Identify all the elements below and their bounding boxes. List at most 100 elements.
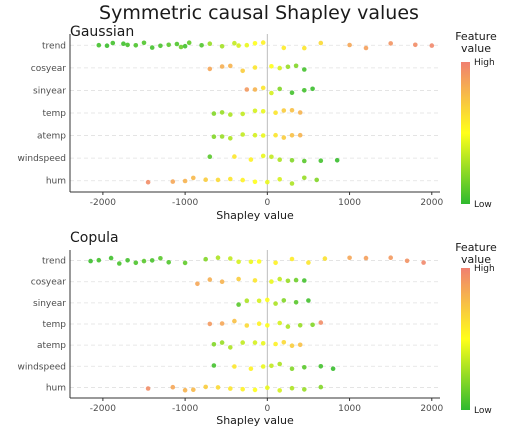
panel1-legend-title-line1: Feature — [455, 30, 497, 43]
panel2-point-temp — [219, 321, 225, 326]
panel2-point-windspeed — [289, 366, 295, 372]
panel1-legend-title-line2: value — [461, 42, 491, 55]
panel2-point-trend — [158, 255, 163, 261]
panel1-point-hum — [289, 181, 295, 186]
panel2-xtick-label: 0 — [264, 404, 270, 414]
panel1-point-sinyear — [269, 90, 274, 96]
panel2-point-windspeed — [248, 366, 254, 372]
panel1-point-hum — [277, 177, 283, 182]
panel2-point-cosyear — [302, 278, 307, 283]
panel2-point-sinyear — [244, 298, 250, 304]
panel1-point-sinyear — [244, 87, 250, 92]
panel1-point-hum — [191, 175, 196, 181]
panel2-point-cosyear — [207, 277, 213, 282]
panel1-point-cosyear — [285, 64, 291, 70]
panel1-ytick-label: windspeed — [18, 154, 66, 164]
panel1-point-atemp — [228, 136, 233, 141]
panel1-x-axis-title: Shapley value — [216, 209, 294, 222]
panel2-point-trend — [149, 258, 155, 263]
panel2-x-axis-title: Shapley value — [216, 414, 294, 427]
panel1-point-temp — [281, 108, 287, 113]
panel2-ytick-label: atemp — [37, 341, 66, 351]
panel1-point-hum — [170, 179, 176, 184]
panel2-point-windspeed — [318, 364, 324, 369]
panel1-legend-colorbar — [461, 62, 470, 204]
panel1-point-trend — [133, 43, 139, 48]
panel1-ytick-label: hum — [46, 177, 66, 187]
panel2-legend-colorbar — [461, 268, 470, 410]
panel2-point-windspeed — [211, 363, 217, 368]
panel2-point-atemp — [228, 345, 233, 350]
panel2-legend-title-line1: Feature — [455, 241, 497, 254]
panel1-point-temp — [273, 110, 278, 115]
panel1-point-trend — [178, 44, 184, 50]
panel1-point-trend — [104, 43, 110, 48]
panel1-point-hum — [265, 179, 270, 185]
panel1-point-windspeed — [232, 154, 237, 159]
panel1-point-cosyear — [302, 67, 307, 72]
panel1-ytick-label: trend — [42, 41, 66, 51]
panel2-ytick-label: temp — [42, 320, 66, 330]
panel1-point-temp — [289, 108, 295, 113]
panel1-point-hum — [145, 179, 151, 185]
panel1-point-atemp — [297, 132, 303, 138]
panel2-point-temp — [232, 318, 237, 324]
panel1-point-atemp — [281, 135, 287, 140]
panel1-point-trend — [302, 45, 307, 51]
panel2-point-trend — [363, 255, 369, 261]
panel2-point-hum — [191, 387, 196, 393]
panel2-ytick-label: sinyear — [33, 299, 66, 309]
panel1-point-cosyear — [269, 64, 274, 69]
panel2-point-hum — [252, 387, 258, 393]
panel1-point-temp — [252, 108, 258, 114]
panel2-point-temp — [277, 320, 283, 326]
panel1-point-cosyear — [240, 68, 245, 74]
panel1-point-hum — [240, 177, 245, 183]
panel1-point-windspeed — [302, 158, 307, 164]
panel1-point-hum — [203, 177, 208, 182]
panel2-point-cosyear — [277, 276, 283, 282]
panel1-point-trend — [110, 40, 116, 46]
panel1-point-temp — [211, 111, 217, 116]
panel2-point-windspeed — [232, 364, 237, 369]
panel1-point-windspeed — [334, 158, 340, 163]
panel2-point-sinyear — [273, 301, 278, 306]
panel2-point-trend — [273, 260, 278, 266]
panel2-xtick-label: -2000 — [90, 404, 116, 414]
panel1-point-temp — [260, 109, 266, 114]
panel1-legend-high: High — [474, 58, 495, 68]
panel2-point-sinyear — [306, 298, 311, 303]
panel1-point-hum — [302, 175, 307, 181]
panel2-point-trend — [421, 260, 426, 265]
panel2-point-temp — [318, 320, 324, 325]
panel1-point-atemp — [240, 132, 245, 137]
panel2-point-cosyear — [252, 278, 258, 283]
panel1-point-trend — [244, 42, 250, 48]
panel1-point-temp — [228, 112, 233, 117]
panel1-point-trend — [149, 45, 155, 50]
panel2-point-atemp — [211, 342, 217, 347]
panel1-point-trend — [186, 40, 192, 45]
panel1-point-temp — [297, 110, 303, 115]
panel1-point-hum — [215, 177, 221, 183]
panel1-point-sinyear — [302, 88, 307, 93]
panel2-point-hum — [145, 386, 151, 391]
panel1-xtick-label: -2000 — [90, 198, 116, 208]
panel1-point-cosyear — [219, 64, 225, 69]
panel2-ytick-label: windspeed — [18, 362, 66, 372]
panel1-point-hum — [252, 179, 258, 185]
panel1-point-trend — [318, 40, 324, 46]
panel2-point-sinyear — [236, 302, 241, 307]
panel1-point-trend — [260, 40, 266, 45]
panel2-point-hum — [240, 386, 245, 392]
panel2-point-cosyear — [269, 279, 274, 284]
panel2-point-hum — [215, 385, 221, 390]
panel2-point-trend — [289, 256, 295, 262]
panel2-xtick-label: 2000 — [420, 404, 443, 414]
panel1-point-atemp — [289, 133, 295, 138]
panel2-point-trend — [117, 261, 122, 266]
panel2-point-hum — [289, 385, 295, 391]
panel2-point-temp — [297, 323, 303, 328]
panel2-point-temp — [285, 324, 291, 329]
